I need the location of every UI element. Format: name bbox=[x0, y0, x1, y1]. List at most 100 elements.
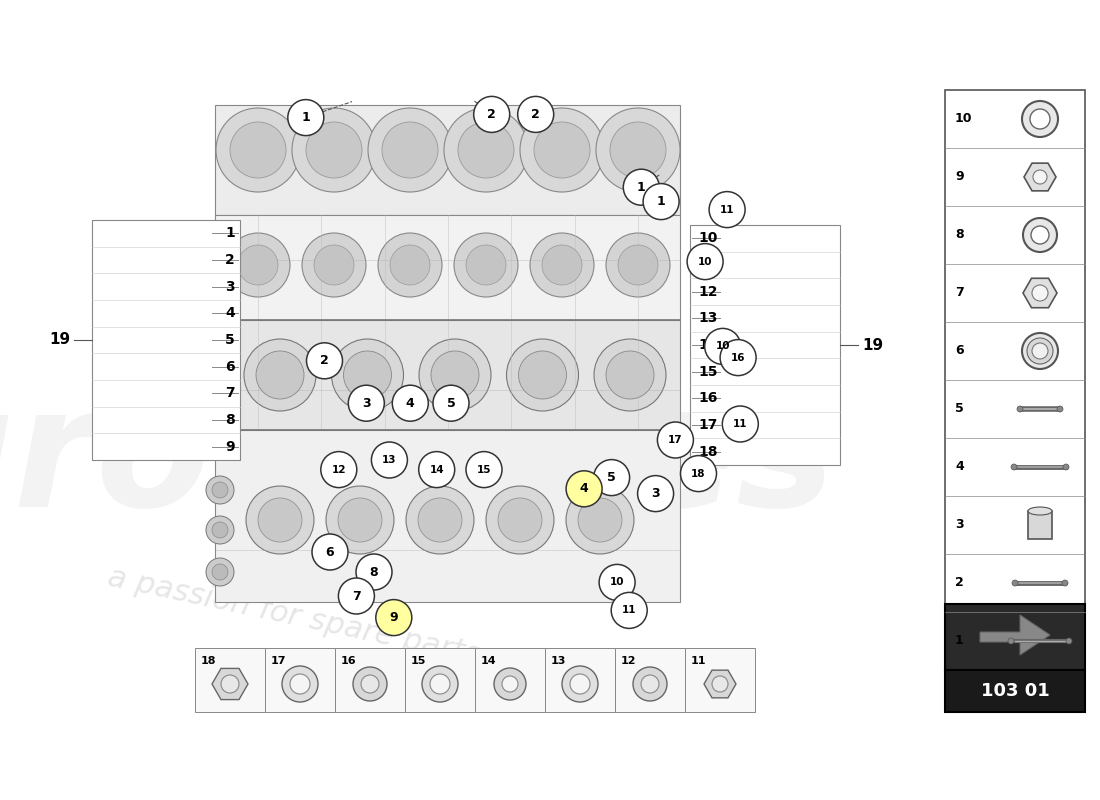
Circle shape bbox=[290, 674, 310, 694]
Circle shape bbox=[566, 470, 602, 507]
Text: 4: 4 bbox=[580, 482, 588, 495]
Circle shape bbox=[712, 676, 728, 692]
Circle shape bbox=[681, 456, 716, 491]
Text: 16: 16 bbox=[730, 353, 746, 362]
Text: 16: 16 bbox=[698, 391, 717, 406]
Circle shape bbox=[418, 498, 462, 542]
Text: 6: 6 bbox=[226, 360, 235, 374]
Circle shape bbox=[632, 667, 667, 701]
Text: 4: 4 bbox=[955, 461, 964, 474]
Text: 14: 14 bbox=[481, 656, 496, 666]
Circle shape bbox=[246, 486, 314, 554]
Circle shape bbox=[368, 108, 452, 192]
Text: 5: 5 bbox=[607, 471, 616, 484]
Circle shape bbox=[542, 245, 582, 285]
Text: 3: 3 bbox=[955, 518, 964, 531]
Circle shape bbox=[422, 666, 458, 702]
Circle shape bbox=[1033, 170, 1047, 184]
Circle shape bbox=[520, 108, 604, 192]
Text: 5: 5 bbox=[226, 333, 235, 347]
Circle shape bbox=[498, 498, 542, 542]
Circle shape bbox=[1011, 464, 1018, 470]
Text: 2: 2 bbox=[955, 577, 964, 590]
Bar bbox=[690, 225, 840, 465]
Bar bbox=[945, 90, 1085, 670]
Circle shape bbox=[331, 339, 404, 411]
Text: 19: 19 bbox=[48, 333, 70, 347]
Circle shape bbox=[494, 668, 526, 700]
Text: 9: 9 bbox=[226, 440, 235, 454]
Circle shape bbox=[338, 498, 382, 542]
Circle shape bbox=[356, 554, 392, 590]
Text: 5: 5 bbox=[955, 402, 964, 415]
Circle shape bbox=[382, 122, 438, 178]
Polygon shape bbox=[704, 670, 736, 698]
Circle shape bbox=[307, 342, 342, 378]
Text: 1: 1 bbox=[226, 226, 235, 240]
Polygon shape bbox=[214, 105, 680, 215]
Text: 4: 4 bbox=[226, 306, 235, 320]
Circle shape bbox=[349, 385, 384, 421]
Text: 12: 12 bbox=[698, 285, 717, 298]
Circle shape bbox=[431, 351, 478, 399]
Circle shape bbox=[1022, 101, 1058, 137]
Circle shape bbox=[321, 451, 356, 488]
Circle shape bbox=[1057, 406, 1063, 412]
Circle shape bbox=[1027, 338, 1053, 364]
Circle shape bbox=[474, 96, 509, 132]
Text: 1: 1 bbox=[657, 195, 665, 208]
Circle shape bbox=[230, 122, 286, 178]
Text: 12: 12 bbox=[621, 656, 637, 666]
Circle shape bbox=[466, 245, 506, 285]
Circle shape bbox=[292, 108, 376, 192]
Text: 1: 1 bbox=[637, 181, 646, 194]
Circle shape bbox=[256, 351, 304, 399]
Circle shape bbox=[1022, 333, 1058, 369]
Circle shape bbox=[458, 122, 514, 178]
Text: 13: 13 bbox=[551, 656, 566, 666]
Circle shape bbox=[1066, 638, 1072, 644]
Text: 5: 5 bbox=[447, 397, 455, 410]
Text: 10: 10 bbox=[609, 578, 625, 587]
Text: 17: 17 bbox=[698, 418, 717, 432]
Text: 4: 4 bbox=[406, 397, 415, 410]
Circle shape bbox=[578, 498, 621, 542]
Circle shape bbox=[566, 486, 634, 554]
Ellipse shape bbox=[1028, 507, 1052, 515]
Text: 11: 11 bbox=[719, 205, 735, 214]
Circle shape bbox=[393, 385, 428, 421]
Circle shape bbox=[518, 351, 567, 399]
Circle shape bbox=[1062, 580, 1068, 586]
Text: 15: 15 bbox=[698, 365, 717, 378]
Circle shape bbox=[221, 675, 239, 693]
Circle shape bbox=[506, 339, 579, 411]
Circle shape bbox=[594, 459, 629, 495]
Text: 9: 9 bbox=[389, 611, 398, 624]
Text: 11: 11 bbox=[621, 606, 637, 615]
Circle shape bbox=[343, 351, 392, 399]
Text: 11: 11 bbox=[733, 419, 748, 429]
Text: 8: 8 bbox=[370, 566, 378, 578]
Text: 7: 7 bbox=[226, 386, 235, 400]
Circle shape bbox=[326, 486, 394, 554]
Circle shape bbox=[596, 108, 680, 192]
Circle shape bbox=[606, 351, 654, 399]
Circle shape bbox=[302, 233, 366, 297]
Circle shape bbox=[1018, 406, 1023, 412]
Text: 2: 2 bbox=[487, 108, 496, 121]
Text: 16: 16 bbox=[341, 656, 356, 666]
Text: 10: 10 bbox=[955, 113, 972, 126]
Circle shape bbox=[406, 486, 474, 554]
Circle shape bbox=[376, 600, 411, 635]
Bar bbox=[945, 670, 1085, 712]
Circle shape bbox=[378, 233, 442, 297]
Text: 14: 14 bbox=[698, 338, 717, 352]
Bar bbox=[945, 604, 1085, 670]
Polygon shape bbox=[1023, 278, 1057, 308]
Text: 18: 18 bbox=[201, 656, 217, 666]
Circle shape bbox=[610, 122, 665, 178]
Bar bbox=[615, 648, 685, 712]
Circle shape bbox=[444, 108, 528, 192]
Text: eurospares: eurospares bbox=[0, 378, 837, 542]
Circle shape bbox=[306, 122, 362, 178]
